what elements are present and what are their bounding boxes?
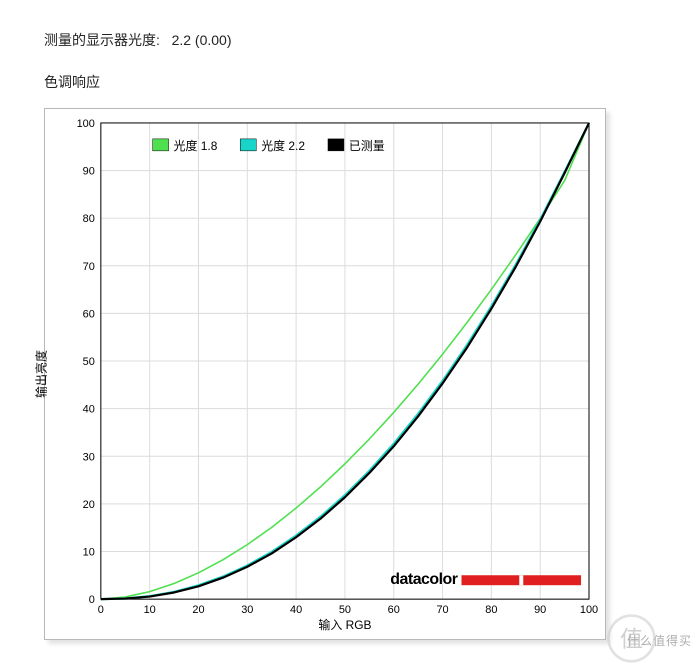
y-tick-label: 90 (83, 166, 95, 178)
x-tick-label: 90 (534, 604, 546, 616)
svg-text:值: 值 (620, 626, 643, 652)
measured-gamma-value: 2.2 (0.00) (172, 32, 232, 48)
chart-box: 0 10 20 30 40 50 60 70 80 90 100 0 10 20 30 40 50 60 70 80 9… (44, 108, 606, 640)
chart-svg: 0 10 20 30 40 50 60 70 80 90 100 0 10 20 30 40 50 60 70 80 9… (45, 109, 605, 639)
y-tick-label: 80 (83, 213, 95, 225)
x-tick-label: 100 (580, 604, 598, 616)
watermark-badge: 值 (598, 612, 686, 665)
measured-gamma-line: 测量的显示器光度: 2.2 (0.00) (44, 30, 694, 50)
legend-label: 光度 1.8 (174, 138, 218, 153)
y-axis-title: 输出亮度 (33, 350, 50, 398)
y-tick-label: 60 (83, 308, 95, 320)
brand-text: datacolor (390, 571, 457, 588)
measured-gamma-label: 测量的显示器光度: (44, 32, 160, 48)
section-title: 色调响应 (44, 72, 694, 92)
x-tick-label: 20 (192, 604, 204, 616)
x-tick-label: 30 (241, 604, 253, 616)
legend-swatch (328, 139, 344, 151)
legend-label: 光度 2.2 (261, 138, 305, 153)
y-tick-label: 50 (83, 356, 95, 368)
x-tick-label: 60 (388, 604, 400, 616)
x-tick-label: 10 (144, 604, 156, 616)
x-tick-label: 50 (339, 604, 351, 616)
y-tick-label: 100 (77, 118, 95, 130)
x-tick-label: 80 (485, 604, 497, 616)
tone-response-chart: 0 10 20 30 40 50 60 70 80 90 100 0 10 20 30 40 50 60 70 80 9… (44, 108, 606, 640)
x-axis-title: 输入 RGB (318, 617, 371, 632)
x-tick-label: 0 (98, 604, 104, 616)
x-tick-label: 40 (290, 604, 302, 616)
y-tick-label: 20 (83, 499, 95, 511)
legend-label: 已测量 (349, 139, 385, 153)
y-tick-label: 10 (83, 547, 95, 559)
y-tick-label: 0 (89, 594, 95, 606)
brand-bar-gap (519, 575, 523, 585)
x-tick-label: 70 (436, 604, 448, 616)
legend-swatch (153, 139, 169, 151)
page-root: 测量的显示器光度: 2.2 (0.00) 色调响应 0 10 20 30 40 50 60 7… (0, 0, 694, 671)
y-tick-label: 70 (83, 261, 95, 273)
legend-swatch (240, 139, 256, 151)
y-tick-label: 30 (83, 451, 95, 463)
y-tick-label: 40 (83, 404, 95, 416)
